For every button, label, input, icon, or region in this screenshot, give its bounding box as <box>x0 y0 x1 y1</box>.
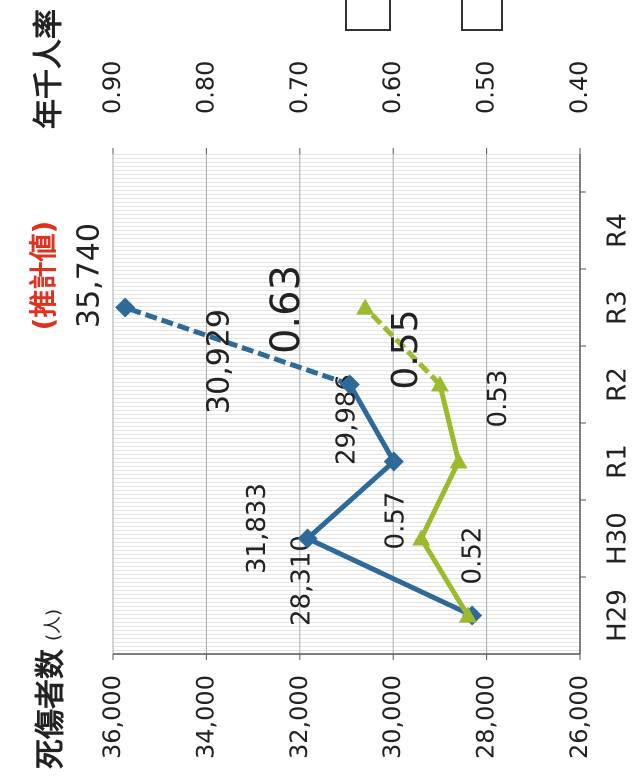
legend-box <box>461 0 503 31</box>
annotation: (推計値) <box>27 221 60 331</box>
marker <box>449 452 468 469</box>
y2-tick-label: 0.80 <box>191 61 219 114</box>
marker <box>458 606 477 623</box>
x-tick-label: R4 <box>603 213 633 248</box>
data-label: 30,929 <box>201 309 236 414</box>
x-tick-label: R3 <box>603 290 633 325</box>
y-axis-title: 死傷者数 <box>34 648 69 769</box>
rotated-chart: 死傷者数 (人) 年千人率 26,000 28,000 30,000 32,000 34… <box>27 9 632 769</box>
marker <box>356 298 375 315</box>
y-tick-label: 26,000 <box>565 675 593 759</box>
data-label: 31,833 <box>242 483 272 574</box>
marker <box>297 528 318 549</box>
data-label: 0.53 <box>483 370 513 428</box>
marker <box>339 374 360 395</box>
marker <box>412 529 431 546</box>
x-tick-label: R1 <box>603 444 633 479</box>
x-tick-label: H30 <box>603 512 633 565</box>
y-tick-label: 28,000 <box>472 675 500 759</box>
marker <box>383 451 404 472</box>
series-line <box>418 383 471 617</box>
series-line-estimate <box>124 305 351 387</box>
data-label: 35,740 <box>72 223 107 328</box>
y2-tick-label: 0.60 <box>378 61 406 114</box>
marker <box>430 375 449 392</box>
y2-tick-label: 0.70 <box>285 61 313 114</box>
x-tick-label: H29 <box>603 589 633 642</box>
series-line-estimate <box>363 305 442 387</box>
y-tick-label: 32,000 <box>285 675 313 759</box>
legend-box <box>345 0 391 31</box>
marker <box>115 297 136 318</box>
y-axis-unit: (人) <box>43 609 64 641</box>
data-label: 0.63 <box>263 265 309 354</box>
plot-area <box>113 154 580 654</box>
y-tick-label: 30,000 <box>378 675 406 759</box>
data-label: 28,310 <box>287 535 317 626</box>
data-label: 0.55 <box>385 309 426 389</box>
data-label: 0.57 <box>381 492 411 550</box>
y2-tick-label: 0.50 <box>472 61 500 114</box>
series-line <box>303 383 474 618</box>
y2-axis-title: 年千人率 <box>32 9 67 129</box>
x-tick-label: R2 <box>603 367 633 402</box>
y2-tick-label: 0.40 <box>565 61 593 114</box>
y-tick-label: 36,000 <box>98 675 126 759</box>
y-tick-label: 34,000 <box>191 675 219 759</box>
data-label: 0.52 <box>457 527 487 585</box>
y2-tick-label: 0.90 <box>98 61 126 114</box>
